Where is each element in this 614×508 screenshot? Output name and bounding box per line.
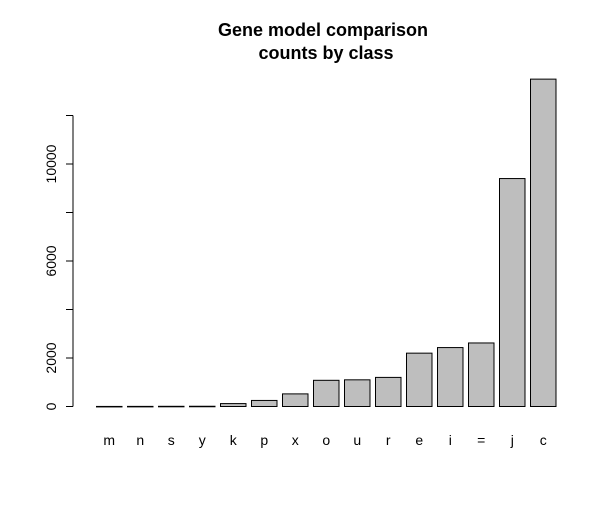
x-tick-label: p	[260, 432, 268, 448]
x-tick-label: s	[168, 432, 175, 448]
x-tick-label: r	[386, 432, 391, 448]
bar-n	[127, 405, 154, 408]
bar-e	[406, 352, 433, 407]
bar-c	[530, 78, 557, 407]
x-tick-label: u	[353, 432, 361, 448]
x-tick-labels: m n s y k p x o u r e i = j c	[103, 432, 546, 448]
bar-r	[375, 376, 402, 407]
x-tick-label: e	[415, 432, 423, 448]
y-axis: 0 2000 6000 10000	[43, 115, 74, 410]
bar-j	[499, 178, 526, 407]
x-tick-label: m	[103, 432, 115, 448]
bar-p	[251, 399, 278, 407]
bar-x	[282, 393, 309, 408]
bar-i	[437, 347, 464, 408]
bar-o	[313, 379, 340, 407]
y-tick-label: 6000	[43, 245, 59, 276]
x-tick-label: c	[540, 432, 547, 448]
bar-s	[158, 405, 185, 408]
bar-k	[220, 403, 247, 407]
x-tick-label: j	[510, 432, 514, 448]
chart-title: Gene model comparison	[218, 20, 428, 40]
x-tick-label: i	[449, 432, 452, 448]
x-tick-label: k	[230, 432, 238, 448]
y-tick-label: 10000	[43, 144, 59, 183]
x-tick-label: x	[292, 432, 299, 448]
x-tick-label: o	[322, 432, 330, 448]
y-tick-label: 2000	[43, 342, 59, 373]
x-tick-label: y	[199, 432, 206, 448]
chart-subtitle: counts by class	[258, 43, 393, 63]
x-tick-label: n	[136, 432, 144, 448]
bar-u	[344, 379, 371, 408]
y-tick-label: 0	[43, 402, 59, 410]
bar-=	[468, 342, 495, 407]
bar-m	[96, 405, 123, 408]
bar-y	[189, 405, 216, 408]
bars	[96, 78, 557, 408]
x-tick-label: =	[477, 432, 485, 448]
